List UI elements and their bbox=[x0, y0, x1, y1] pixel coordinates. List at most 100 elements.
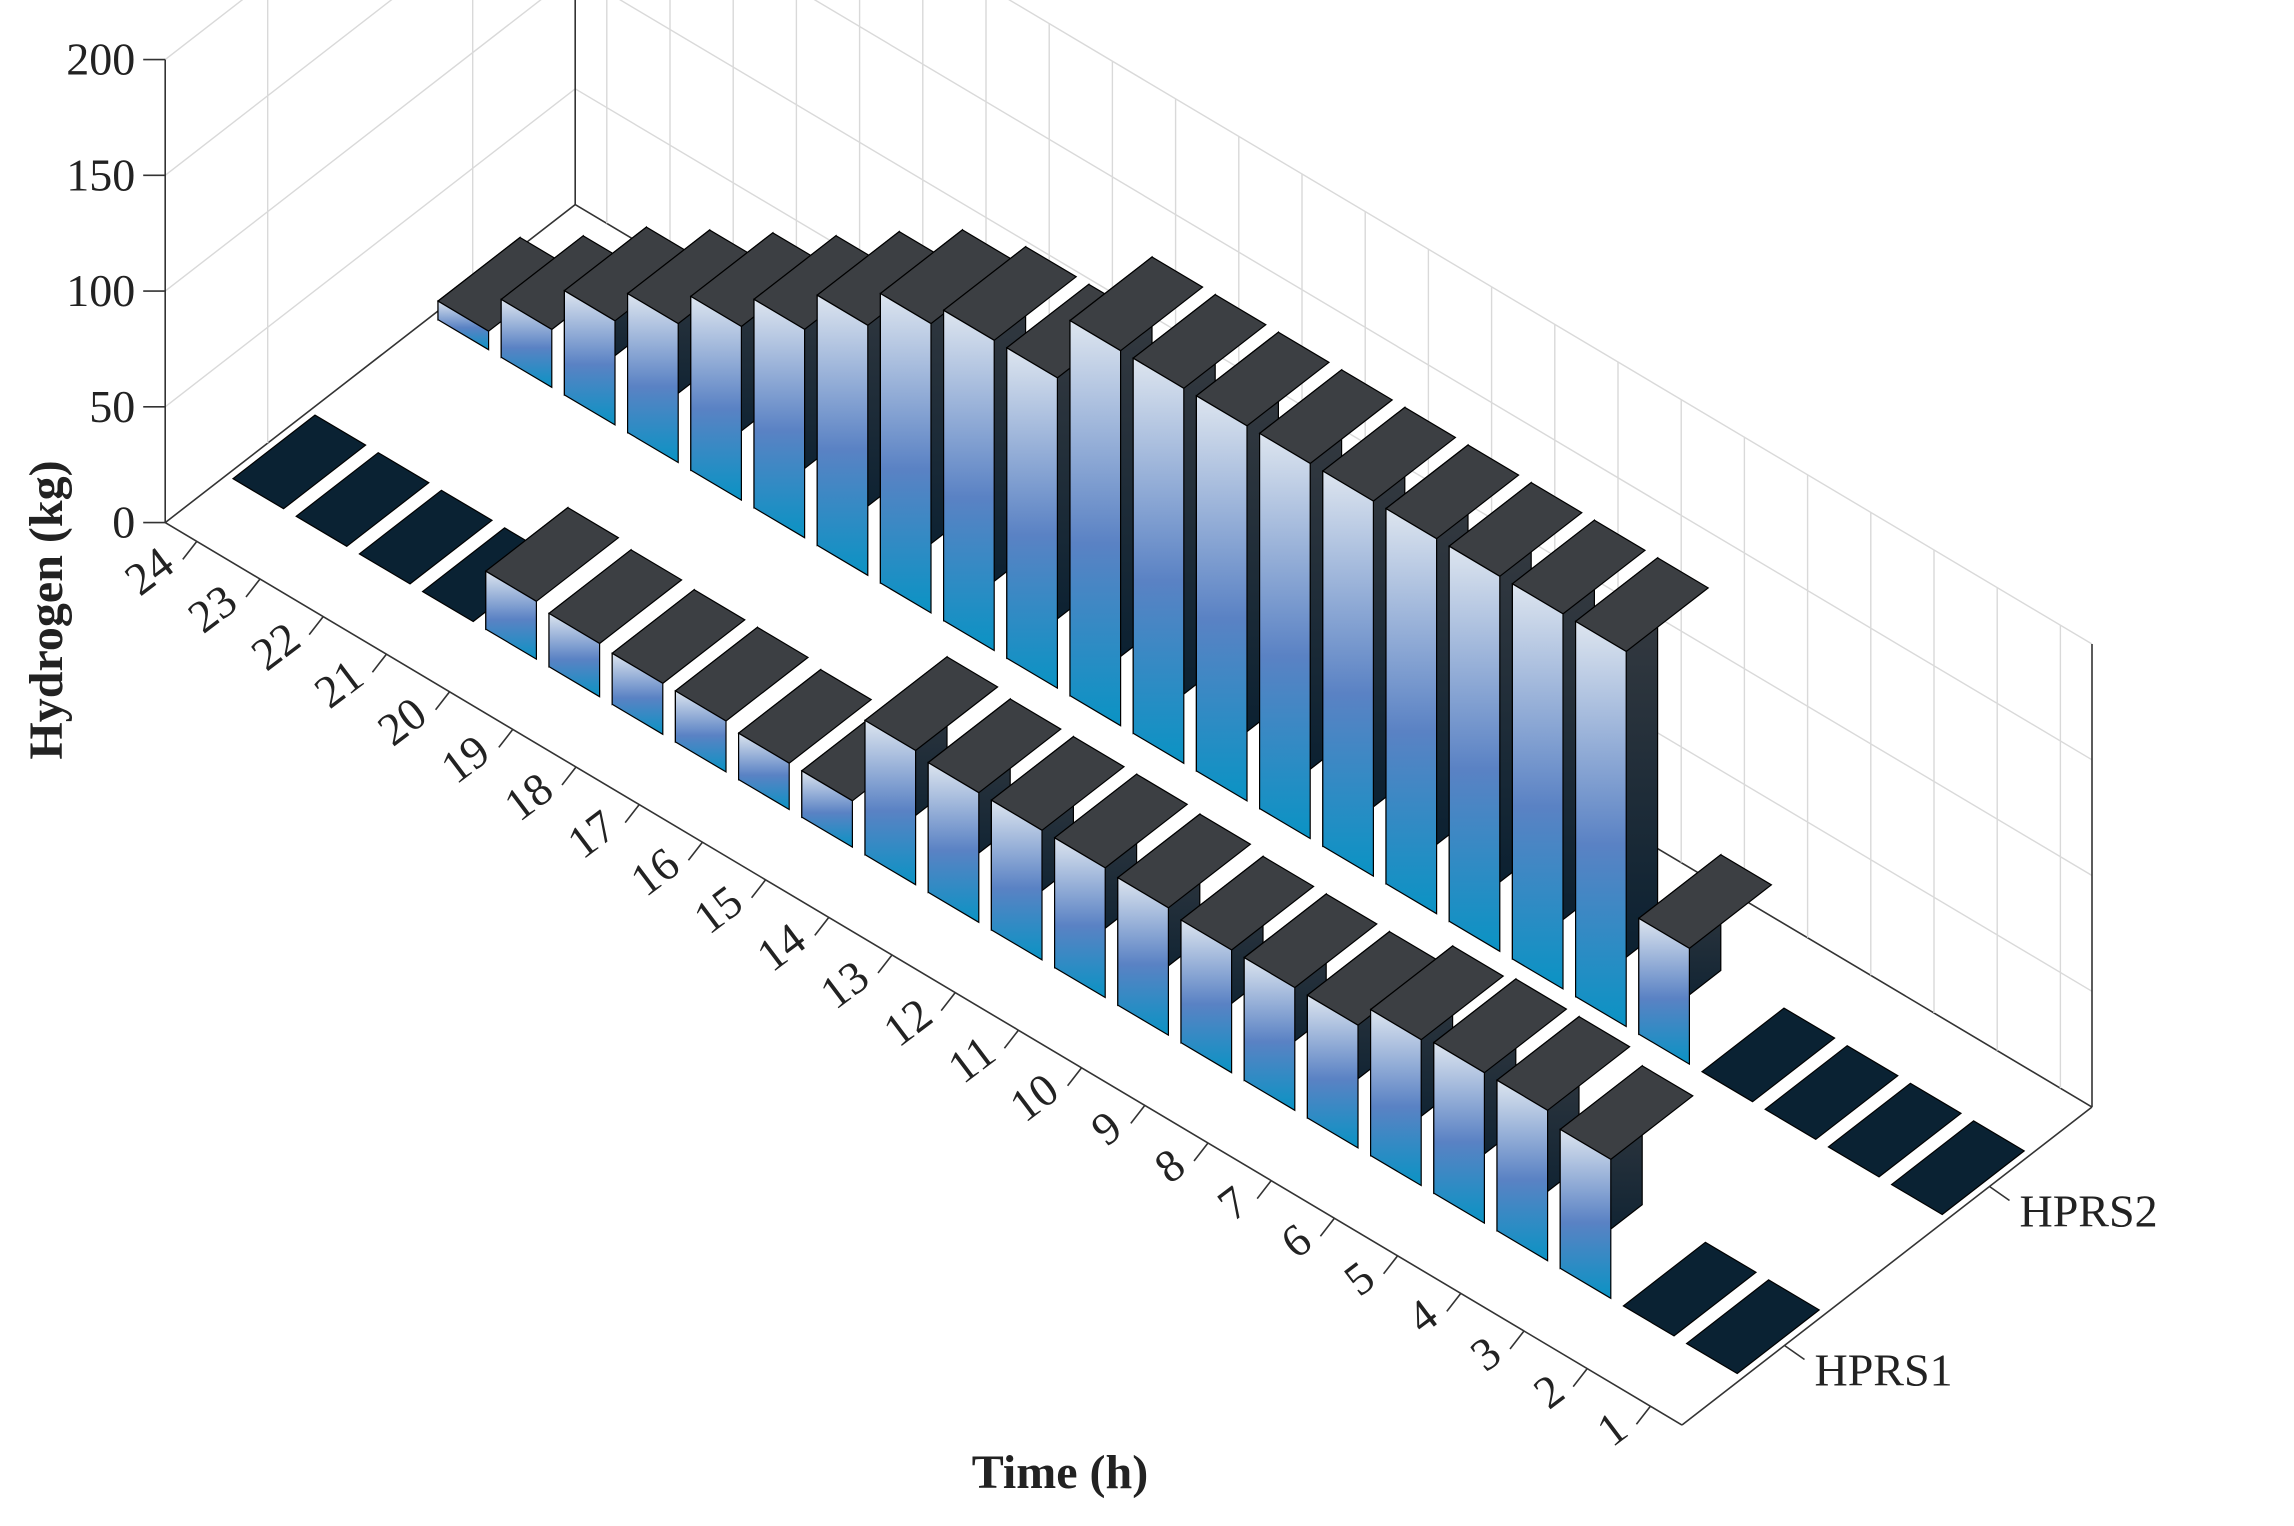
bar-HPRS2-t10 bbox=[1321, 406, 1457, 878]
bar-front bbox=[1132, 357, 1185, 765]
time-tick-label: 9 bbox=[1082, 1101, 1131, 1156]
time-tick-label: 1 bbox=[1587, 1401, 1636, 1456]
time-tick-mark bbox=[1572, 1368, 1588, 1388]
bar-HPRS1-t12 bbox=[990, 735, 1126, 961]
bar-HPRS2-t14 bbox=[1068, 255, 1204, 727]
bar-HPRS1-t19 bbox=[547, 548, 683, 698]
time-tick-mark bbox=[940, 992, 956, 1012]
bar-front bbox=[1433, 1041, 1486, 1225]
time-tick-label: 3 bbox=[1461, 1326, 1510, 1381]
time-tick-mark bbox=[1382, 1255, 1399, 1275]
bar-HPRS1-t20 bbox=[484, 506, 620, 661]
time-tick-label: 23 bbox=[179, 574, 246, 642]
bar-front bbox=[1322, 469, 1375, 878]
time-tick-mark bbox=[182, 540, 198, 560]
bar-front bbox=[1306, 994, 1359, 1149]
bar-front bbox=[500, 298, 553, 389]
time-tick-label: 12 bbox=[874, 988, 941, 1056]
bar-HPRS2-t7 bbox=[1511, 518, 1647, 990]
time-tick-label: 7 bbox=[1208, 1176, 1257, 1231]
bar-HPRS2-t21 bbox=[626, 228, 762, 464]
bar-HPRS1-t13 bbox=[927, 697, 1062, 924]
bar-HPRS2-t20 bbox=[689, 231, 825, 502]
bar-front bbox=[1638, 917, 1691, 1066]
bar-HPRS1-t23 bbox=[295, 451, 430, 548]
bar-HPRS1-t22 bbox=[358, 489, 494, 585]
bar-HPRS1-t2 bbox=[1622, 1241, 1758, 1337]
bar-front bbox=[563, 289, 616, 426]
time-tick-mark bbox=[1066, 1067, 1083, 1087]
time-tick-label: 5 bbox=[1335, 1251, 1384, 1306]
bar-front bbox=[801, 769, 854, 849]
bar-HPRS2-t15 bbox=[1005, 283, 1141, 690]
time-tick-mark bbox=[1130, 1104, 1146, 1124]
time-tick-label: 18 bbox=[495, 762, 562, 830]
bar-HPRS2-t16 bbox=[942, 245, 1078, 652]
time-tick-mark bbox=[371, 653, 388, 673]
bar-top bbox=[1764, 1044, 1899, 1141]
time-tick-mark bbox=[1256, 1180, 1272, 1200]
time-tick-mark bbox=[245, 578, 261, 598]
bar-HPRS1-t14 bbox=[863, 655, 999, 886]
bar-HPRS2-t23 bbox=[500, 234, 635, 389]
bar-HPRS2-t4 bbox=[1700, 1007, 1836, 1103]
bar-front bbox=[1069, 319, 1122, 727]
time-tick-label: 10 bbox=[1000, 1063, 1067, 1131]
bar-top bbox=[1685, 1279, 1821, 1375]
bar-HPRS2-t9 bbox=[1384, 443, 1520, 915]
bar-HPRS2-t13 bbox=[1132, 293, 1267, 765]
bar-front bbox=[864, 719, 917, 886]
bar-top bbox=[1622, 1241, 1758, 1337]
z-tick-label: 200 bbox=[66, 34, 135, 85]
bar-front bbox=[1117, 876, 1170, 1037]
z-tick-label: 50 bbox=[89, 381, 135, 432]
time-tick-mark bbox=[1635, 1405, 1652, 1425]
bar-HPRS1-t6 bbox=[1369, 944, 1505, 1187]
bar-front bbox=[1180, 918, 1233, 1074]
time-tick-mark bbox=[687, 841, 704, 861]
time-tick-mark bbox=[1003, 1029, 1020, 1049]
time-tick-label: 15 bbox=[684, 875, 751, 943]
bar-HPRS1-t17 bbox=[674, 626, 810, 773]
bar-front bbox=[437, 300, 490, 351]
bar-front bbox=[879, 292, 932, 614]
bar-front bbox=[690, 295, 743, 502]
time-tick-mark bbox=[434, 691, 451, 711]
series-tick-mark bbox=[1784, 1344, 1805, 1361]
bar-front bbox=[1559, 1128, 1612, 1300]
time-tick-mark bbox=[814, 916, 830, 936]
bar-HPRS1-t10 bbox=[1116, 812, 1252, 1037]
bar-HPRS2-t1 bbox=[1890, 1120, 2026, 1216]
bar-HPRS1-t3 bbox=[1559, 1064, 1694, 1300]
bar-HPRS2-t8 bbox=[1448, 481, 1583, 953]
bar-front bbox=[816, 294, 869, 577]
time-tick-mark bbox=[498, 728, 514, 748]
bar-HPRS2-t6 bbox=[1574, 556, 1710, 1028]
bar-top bbox=[231, 414, 367, 510]
series-label: HPRS2 bbox=[2020, 1186, 2158, 1237]
time-tick-label: 8 bbox=[1145, 1138, 1194, 1193]
axis-edge bbox=[1681, 1106, 2093, 1426]
bar-top bbox=[1827, 1082, 1963, 1178]
time-tick-label: 2 bbox=[1524, 1364, 1573, 1419]
bar-top bbox=[1890, 1120, 2026, 1216]
bar-top bbox=[358, 489, 494, 585]
bar-HPRS1-t4 bbox=[1495, 1015, 1631, 1262]
time-tick-mark bbox=[308, 616, 324, 636]
time-tick-mark bbox=[1509, 1330, 1525, 1350]
time-tick-mark bbox=[624, 804, 640, 824]
bar-front bbox=[1243, 956, 1296, 1112]
bar-front bbox=[1448, 545, 1501, 953]
time-tick-label: 16 bbox=[621, 837, 688, 905]
bar-HPRS2-t12 bbox=[1195, 330, 1331, 802]
bar-front bbox=[674, 689, 727, 773]
bar-front bbox=[1195, 394, 1248, 802]
time-tick-label: 6 bbox=[1271, 1213, 1320, 1268]
time-tick-mark bbox=[877, 954, 893, 974]
time-tick-label: 4 bbox=[1398, 1289, 1447, 1344]
time-tick-mark bbox=[1193, 1142, 1209, 1162]
z-tick-label: 0 bbox=[112, 497, 135, 548]
series-tick-mark bbox=[1989, 1185, 2010, 1202]
series-label: HPRS1 bbox=[1815, 1345, 1953, 1396]
bar-front bbox=[1511, 582, 1564, 990]
